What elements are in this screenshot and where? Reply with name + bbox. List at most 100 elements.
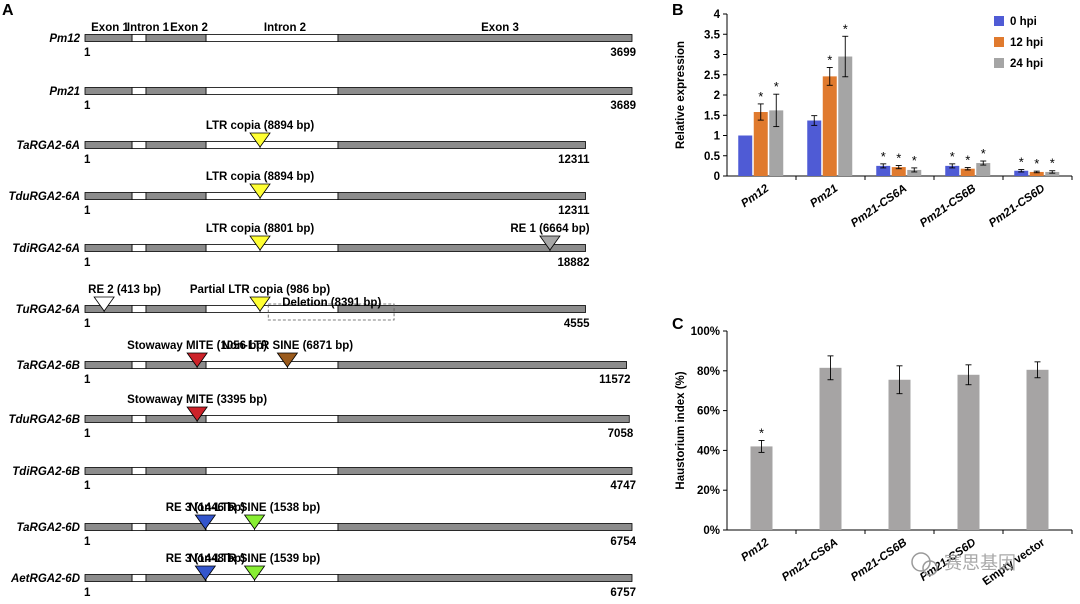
exon-2-block: [145, 141, 207, 149]
significance-star: *: [1050, 156, 1055, 171]
gene-start-label: 1: [84, 428, 91, 440]
intron-1-block: [131, 361, 147, 369]
insertion-label: Stowaway MITE (3395 bp): [127, 394, 267, 406]
legend-swatch: [994, 37, 1004, 47]
intron-2-block: [205, 574, 339, 582]
gene-row: TduRGA2-6A 1 12311 LTR copia (8894 bp): [8, 171, 590, 217]
gene-name: AetRGA2-6D: [10, 573, 80, 585]
y-tick-label: 1: [714, 131, 721, 143]
exon-2-block: [145, 305, 207, 313]
significance-star: *: [774, 79, 779, 94]
significance-star: *: [950, 149, 955, 164]
insertion-triangle: [276, 352, 299, 368]
exon-2-block: [145, 34, 207, 42]
bar: [819, 367, 842, 530]
region-label-exon-3: Exon 3: [481, 22, 519, 34]
gene-length-label: 4747: [610, 480, 636, 492]
insertion-label: RE 2 (413 bp): [88, 284, 161, 296]
bar: [738, 135, 753, 176]
gene-length-label: 18882: [558, 257, 590, 269]
gene-name: TaRGA2-6A: [17, 140, 80, 152]
panel-c-haustorium-chart: C 0% 20% 40% 60% 80% 100% Haustorium index (%)…: [672, 316, 1073, 588]
gene-start-label: 1: [84, 257, 91, 269]
insertion-triangle: [186, 352, 208, 368]
insertion-triangle: [249, 183, 271, 199]
category-label: Pm12: [739, 536, 772, 564]
significance-star: *: [896, 150, 901, 165]
category-label: Pm21: [808, 183, 840, 210]
gene-start-label: 1: [84, 154, 91, 166]
legend-label: 0 hpi: [1010, 16, 1037, 28]
category-label: Pm21-CS6B: [918, 183, 978, 230]
exon-2-block: [145, 244, 207, 252]
insertion-label: RE 1 (6664 bp): [510, 223, 589, 235]
gene-row: TaRGA2-6A 1 12311 LTR copia (8894 bp): [17, 120, 591, 166]
exon-1-block: [84, 361, 133, 369]
gene-name: TaRGA2-6D: [17, 522, 80, 534]
exon-1-block: [84, 192, 133, 200]
y-tick-label: 0%: [703, 525, 720, 537]
gene-start-label: 1: [84, 536, 91, 548]
bar: [907, 169, 922, 176]
y-tick-label: 2.5: [704, 70, 721, 82]
insertion-triangle: [243, 565, 266, 581]
gene-name: TdiRGA2-6A: [12, 243, 80, 255]
bar: [888, 379, 911, 530]
exon-1-block: [84, 34, 133, 42]
bar: [1014, 170, 1029, 176]
gene-row: Pm12 1 3699: [49, 33, 636, 59]
gene-row: Pm21 1 3689: [49, 86, 636, 112]
insertion-triangle: [194, 565, 217, 581]
insertion-label: Non-LTR SINE (6871 bp): [222, 340, 354, 352]
y-axis-label: Haustorium index (%): [675, 371, 687, 489]
insertion-triangle: [249, 235, 271, 251]
intron-1-block: [131, 87, 147, 95]
intron-2-block: [205, 361, 339, 369]
exon-2-block: [145, 87, 207, 95]
gene-row: TdiRGA2-6A 1 18882 LTR copia (8801 bp) RE 1 …: [12, 223, 589, 269]
haustorium-bar-chart: 0% 20% 40% 60% 80% 100% Haustorium index (%) * P…: [675, 326, 1073, 588]
insertion-triangle: [93, 296, 115, 312]
insertion-triangle: [249, 296, 271, 312]
exon-1-block: [84, 574, 133, 582]
gene-length-label: 11572: [599, 374, 630, 386]
watermark: 赛思基因: [911, 552, 1016, 576]
intron-1-block: [131, 523, 147, 531]
region-label-intron-1: Intron 1: [127, 22, 170, 34]
intron-2-block: [205, 192, 339, 200]
intron-1-block: [131, 192, 147, 200]
panel-c-label: C: [672, 316, 684, 333]
gene-length-label: 6757: [610, 587, 636, 599]
intron-1-block: [131, 305, 147, 313]
gene-name: TduRGA2-6B: [8, 414, 80, 426]
exon-1-block: [84, 87, 133, 95]
deletion-label: Deletion (8391 bp): [282, 297, 381, 309]
bar: [1026, 369, 1049, 530]
significance-star: *: [1034, 156, 1039, 171]
gene-name: TdiRGA2-6B: [12, 466, 80, 478]
y-tick-label: 20%: [697, 485, 720, 497]
watermark-text: 赛思基因: [944, 553, 1016, 574]
exon-3-block: [337, 34, 633, 42]
exon-3-block: [337, 574, 633, 582]
y-tick-label: 4: [714, 9, 721, 21]
category-label: Pm21-CS6A: [780, 537, 840, 584]
gene-start-label: 1: [84, 587, 91, 599]
insertion-triangle: [186, 406, 208, 422]
panel-b-expression-chart: B 0 0.5 1 1.5 2 2.5 3 3.5 4 Relative expression * *…: [672, 2, 1073, 230]
exon-3-block: [337, 141, 586, 149]
y-tick-label: 80%: [697, 366, 720, 378]
gene-name: Pm21: [49, 86, 80, 98]
y-tick-label: 2: [714, 90, 720, 102]
insertion-triangle: [249, 132, 271, 148]
gene-length-label: 7058: [608, 428, 634, 440]
region-label-exon-2: Exon 2: [170, 22, 208, 34]
region-label-intron-2: Intron 2: [264, 22, 306, 34]
panel-a-label: A: [2, 2, 14, 19]
legend-label: 12 hpi: [1010, 37, 1043, 49]
gene-row: AetRGA2-6D 1 6757 RE 3 (1448 bp)Non-LTR SIN…: [10, 553, 636, 599]
gene-start-label: 1: [84, 47, 91, 59]
y-tick-label: 3.5: [704, 29, 721, 41]
y-axis-label: Relative expression: [675, 41, 687, 149]
bar: [838, 56, 853, 176]
